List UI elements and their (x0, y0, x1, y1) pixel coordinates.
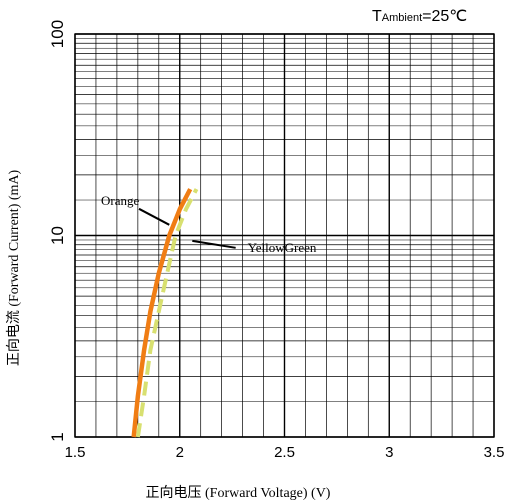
annotation-yellowgreen: YellowGreen (248, 240, 317, 255)
x-tick-label: 3 (385, 444, 393, 461)
x-tick-label: 2 (176, 444, 184, 461)
y-tick-label: 1 (48, 432, 67, 441)
series-line-yellowgreen (135, 188, 199, 438)
series-layer (131, 188, 199, 438)
plot-frame (74, 33, 495, 438)
annotation-pointer-orange (138, 207, 170, 226)
y-axis-title: 正向电流 (Forward Current) (mA) (6, 169, 22, 366)
y-tick-label: 10 (48, 226, 67, 245)
x-axis-title: 正向电压 (Forward Voltage) (V) (146, 485, 331, 501)
annotation-orange: Orange (101, 193, 139, 208)
x-tick-label: 1.5 (65, 444, 86, 461)
x-tick-label: 2.5 (274, 444, 295, 461)
condition-prefix: T (372, 8, 382, 25)
y-tick-label: 100 (48, 20, 67, 48)
condition-label: TAmbient=25℃ (372, 8, 467, 25)
annotations-layer: Orange YellowGreen (101, 193, 317, 255)
grid (74, 33, 495, 438)
x-tick-labels: 1.5 2 2.5 3 3.5 (65, 444, 505, 461)
series-line-orange (131, 188, 193, 438)
condition-sub: Ambient (382, 12, 422, 24)
y-tick-labels: 1 10 100 (48, 20, 67, 442)
condition-suffix: =25℃ (422, 8, 467, 25)
x-tick-label: 3.5 (484, 444, 505, 461)
annotation-pointer-yellowgreen (192, 239, 236, 249)
